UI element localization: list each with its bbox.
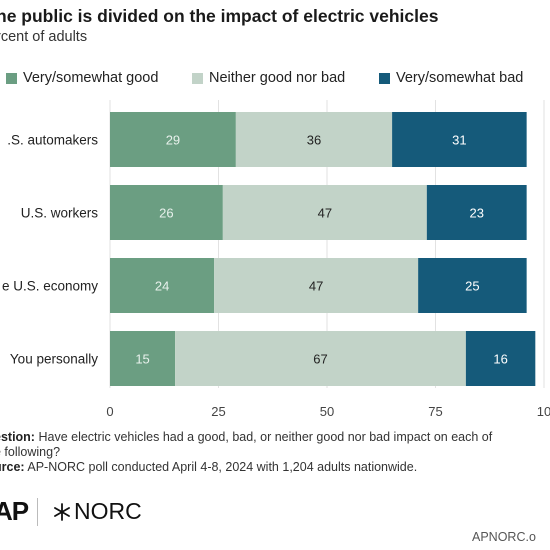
category-label: .S. automakers [7,133,98,148]
data-label: 16 [493,352,507,367]
legend-item-bad: Very/somewhat bad [379,70,523,86]
x-tick-label: 50 [320,404,334,419]
data-label: 25 [465,279,479,294]
source-note: urce: AP-NORC poll conducted April 4-8, … [0,460,550,475]
chart-notes: estion: Have electric vehicles had a goo… [0,430,550,475]
data-label: 36 [307,133,321,148]
data-label: 47 [309,279,323,294]
chart-subtitle: rcent of adults [0,29,88,45]
data-label: 67 [313,352,327,367]
data-label: 31 [452,133,466,148]
question-text: Have electric vehicles had a good, bad, … [38,430,493,444]
bars: 29 36 31 26 47 23 24 47 25 15 67 16 [110,112,536,386]
legend-label-bad: Very/somewhat bad [396,70,524,86]
legend-label-neither: Neither good nor bad [209,70,346,86]
bar-segment-neither [235,112,393,167]
bar-segment-bad [392,112,527,167]
bar-segment-bad [426,185,527,240]
x-tick-label: 0 [106,404,113,419]
question-note: estion: Have electric vehicles had a goo… [0,430,550,445]
category-label: U.S. workers [21,206,99,221]
x-tick-label: 25 [211,404,225,419]
source-text: AP-NORC poll conducted April 4-8, 2024 w… [27,460,418,474]
legend-item-neither: Neither good nor bad [192,70,345,86]
stacked-bar-chart: 29 36 31 26 47 23 24 47 25 15 67 16 .S. automakers U… [2,100,550,419]
norc-logo-text: NORC [74,498,142,524]
question-note-cont: e following? [0,445,61,459]
norc-star-icon [54,502,70,521]
legend-swatch-neither [192,72,203,84]
data-label: 23 [469,206,483,221]
legend-swatch-good [6,72,17,84]
category-labels: .S. automakers U.S. workers e U.S. economy… [2,133,98,367]
source-label: urce: [0,460,25,474]
norc-logo: NORC [52,498,142,525]
x-tick-label: 75 [428,404,442,419]
bar-segment-bad [418,258,527,313]
data-label: 15 [135,352,149,367]
category-label: You personally [10,352,98,367]
logo-divider [37,498,38,526]
legend-swatch-bad [379,72,390,84]
legend: Very/somewhat good Neither good nor bad … [0,70,550,90]
bar-segment-neither [222,185,427,240]
data-label: 26 [159,206,173,221]
data-label: 47 [318,206,332,221]
footer-url: APNORC.o [472,530,536,544]
bar-segment-good [110,185,223,240]
bar-segment-neither [214,258,419,313]
legend-label-good: Very/somewhat good [23,70,159,86]
bar-segment-good [110,331,176,386]
question-label: estion: [0,430,35,444]
ap-logo: AP [0,496,29,526]
data-label: 24 [155,279,169,294]
bar-segment-bad [465,331,536,386]
chart-title: he public is divided on the impact of el… [0,6,439,26]
legend-item-good: Very/somewhat good [6,70,158,86]
bar-segment-good [110,112,236,167]
bar-segment-neither [175,331,466,386]
bar-segment-good [110,258,215,313]
data-label: 29 [166,133,180,148]
x-tick-label: 10 [537,404,550,419]
category-label: e U.S. economy [2,279,98,294]
x-axis-ticks: 0 25 50 75 10 [106,404,550,419]
